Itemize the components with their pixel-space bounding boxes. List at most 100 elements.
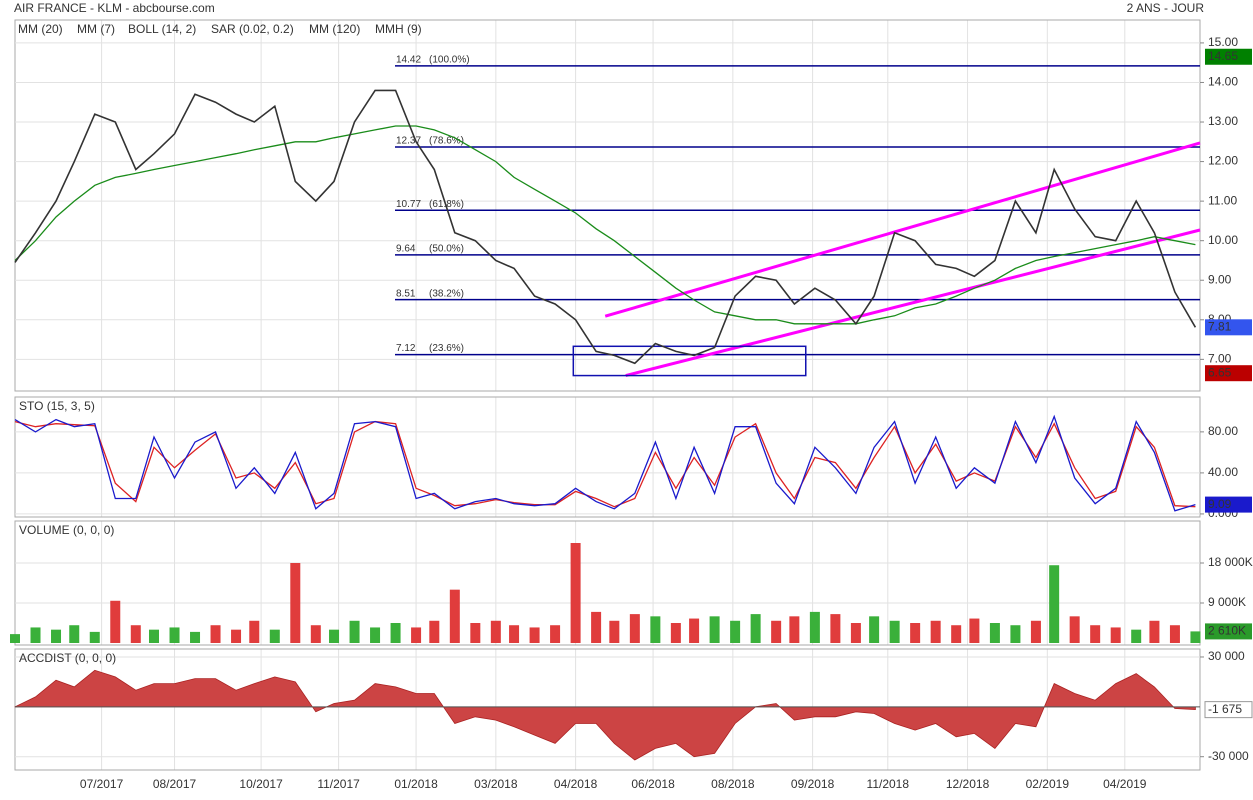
chart-title: AIR FRANCE - KLM - abcbourse.com	[14, 1, 215, 15]
line	[14, 420, 1196, 508]
x-tick-label: 03/2018	[474, 777, 518, 791]
volume-bar	[269, 629, 280, 643]
volume-bar	[951, 625, 962, 643]
volume-bar	[910, 623, 921, 643]
volume-bar	[930, 620, 941, 643]
x-tick-label: 04/2019	[1103, 777, 1147, 791]
x-tick-label: 01/2018	[394, 777, 438, 791]
volume-bar	[591, 611, 602, 643]
volume-bar	[609, 620, 620, 643]
volume-bar	[110, 600, 121, 643]
x-tick-label: 11/2018	[867, 777, 910, 791]
legend-entry: MM (120)	[309, 22, 360, 36]
range-box	[572, 345, 807, 377]
volume-bar	[69, 625, 80, 643]
volume-bar	[969, 618, 980, 643]
legend-entry: SAR (0.02, 0.2)	[211, 22, 294, 36]
x-tick-label: 12/2018	[946, 777, 990, 791]
y-tick-label: 9 000K	[1208, 595, 1246, 609]
volume-bar	[1030, 620, 1041, 643]
value-badge	[1204, 701, 1253, 719]
volume-bar	[449, 589, 460, 643]
x-tick-label: 06/2018	[631, 777, 675, 791]
volume-bar	[771, 620, 782, 643]
volume-bar	[429, 620, 440, 643]
x-tick-label: 02/2019	[1026, 777, 1070, 791]
volume-bar	[709, 616, 720, 643]
trendline	[604, 141, 1201, 318]
volume-bar	[809, 611, 820, 643]
volume-bar	[1010, 625, 1021, 643]
fib-label: (100.0%)	[429, 54, 470, 65]
line	[14, 414, 1196, 512]
volume-bar	[650, 616, 661, 643]
panel-frame	[14, 520, 1201, 646]
y-tick-label: 12.00	[1208, 154, 1238, 168]
volume-bar	[830, 614, 841, 643]
x-tick-label: 10/2017	[239, 777, 283, 791]
value-badge	[1205, 623, 1252, 640]
area	[14, 669, 1196, 761]
panel-frame	[14, 396, 1201, 518]
fib-value: 9.64	[396, 244, 416, 255]
x-tick-label: 11/2017	[317, 777, 360, 791]
volume-bar	[550, 625, 561, 643]
volume-bar	[1090, 625, 1101, 643]
volume-bar	[1110, 627, 1121, 643]
x-tick-label: 09/2018	[791, 777, 835, 791]
volume-bar	[329, 629, 340, 643]
panel-frame	[14, 19, 1201, 392]
volume-bar	[210, 625, 221, 643]
volume-bar	[1169, 625, 1180, 643]
fib-value: 10.77	[396, 199, 421, 210]
y-tick-label: 15.00	[1208, 35, 1238, 49]
volume-bar	[390, 623, 401, 643]
panel-label: VOLUME (0, 0, 0)	[19, 523, 114, 537]
y-tick-label: 18 000K	[1208, 555, 1253, 569]
legend-entry: BOLL (14, 2)	[128, 22, 196, 36]
y-tick-label: 9.00	[1208, 272, 1232, 286]
volume-bar	[670, 623, 681, 643]
volume-bar	[989, 623, 1000, 643]
volume-bar	[310, 625, 321, 643]
x-tick-label: 04/2018	[554, 777, 598, 791]
trendline	[625, 228, 1201, 378]
value-badge-label: -1 675	[1208, 702, 1242, 716]
volume-bar	[889, 620, 900, 643]
legend-entry: MM (20)	[18, 22, 63, 36]
value-badge-label: 7.81	[1208, 319, 1232, 333]
volume-bar	[470, 623, 481, 643]
panel-label: ACCDIST (0, 0, 0)	[19, 651, 116, 665]
volume-bar	[130, 625, 141, 643]
volume-bar	[51, 629, 62, 643]
volume-bar	[10, 634, 20, 643]
volume-bar	[30, 627, 41, 643]
volume-bar	[169, 627, 180, 643]
y-tick-label: 7.00	[1208, 352, 1232, 366]
volume-bar	[869, 616, 880, 643]
legend-entry: MM (7)	[77, 22, 115, 36]
panel-frame	[14, 648, 1201, 771]
volume-bar	[190, 631, 201, 643]
value-badge-label: 14.65	[1208, 49, 1238, 63]
fib-label: (38.2%)	[429, 288, 464, 299]
y-tick-label: 30 000	[1208, 649, 1245, 663]
volume-bar	[411, 627, 422, 643]
volume-bar	[570, 543, 581, 643]
value-badge-label: 6.65	[1208, 365, 1232, 379]
volume-bar	[1131, 629, 1142, 643]
volume-bar	[231, 629, 242, 643]
y-tick-label: -30 000	[1208, 749, 1249, 763]
volume-bar	[149, 629, 160, 643]
value-badge-label: 2 610K	[1208, 624, 1246, 638]
y-tick-label: 14.00	[1208, 75, 1238, 89]
y-tick-label: 11.00	[1208, 193, 1237, 207]
volume-bar	[1190, 631, 1201, 643]
fib-value: 8.51	[396, 288, 416, 299]
y-tick-label: 13.00	[1208, 114, 1238, 128]
volume-bar	[509, 625, 520, 643]
fib-label: (23.6%)	[429, 343, 464, 354]
fib-value: 7.12	[396, 343, 416, 354]
legend-entry: MMH (9)	[375, 22, 422, 36]
